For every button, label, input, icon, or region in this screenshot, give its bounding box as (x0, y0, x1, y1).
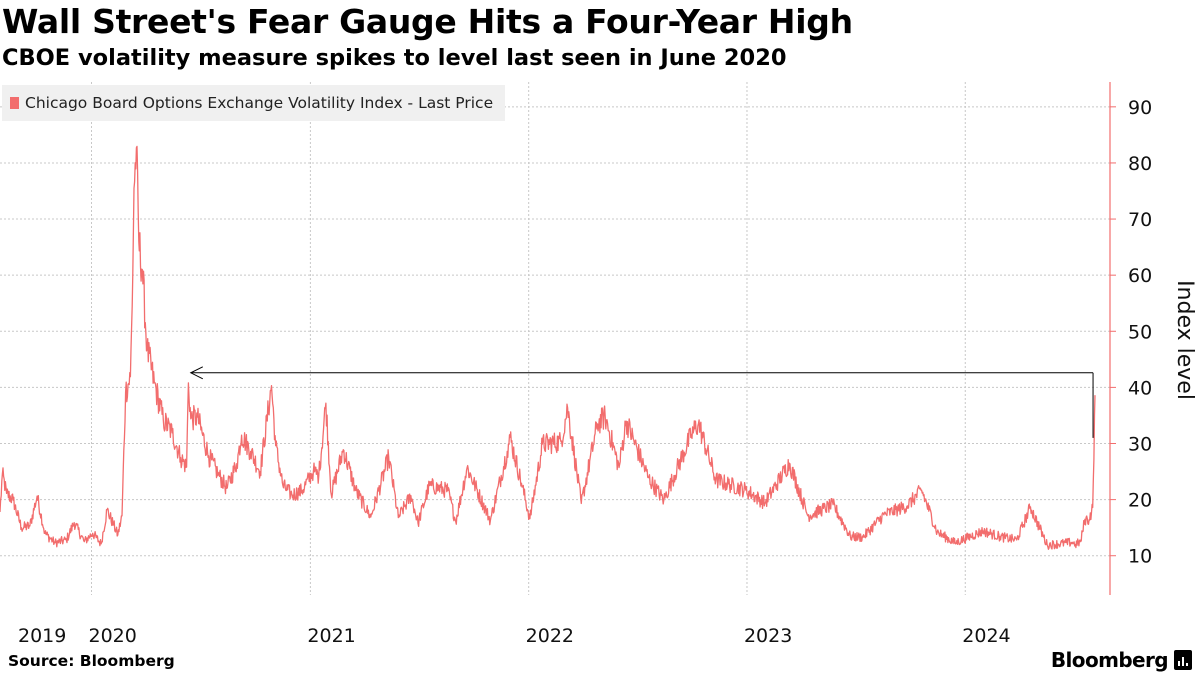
x-tick-label: 2019 (18, 625, 66, 647)
y-tick-label: 40 (1128, 377, 1152, 399)
y-axis-title: Index level (1172, 280, 1197, 400)
bar-chart-icon (1174, 650, 1192, 670)
x-tick-label: 2023 (744, 625, 792, 647)
chart-subtitle: CBOE volatility measure spikes to level … (2, 45, 787, 71)
y-tick-label: 90 (1128, 97, 1152, 119)
y-tick-label: 60 (1128, 265, 1152, 287)
vix-series-line (0, 145, 1096, 550)
x-tick-label: 2022 (526, 625, 574, 647)
legend-swatch (10, 97, 19, 109)
y-tick-label: 20 (1128, 490, 1152, 512)
legend-label: Chicago Board Options Exchange Volatilit… (25, 94, 494, 112)
chart-title: Wall Street's Fear Gauge Hits a Four-Yea… (2, 2, 853, 41)
y-tick-label: 70 (1128, 209, 1152, 231)
x-tick-label: 2020 (89, 625, 137, 647)
y-tick-label: 10 (1128, 546, 1152, 568)
source-note: Source: Bloomberg (8, 652, 175, 670)
chart-legend: Chicago Board Options Exchange Volatilit… (2, 85, 506, 121)
x-tick-label: 2021 (307, 625, 355, 647)
bloomberg-logo: Bloomberg (1050, 648, 1169, 672)
x-tick-label: 2024 (962, 625, 1010, 647)
y-tick-label: 30 (1128, 434, 1152, 456)
y-tick-label: 50 (1128, 321, 1152, 343)
arrow-head (189, 366, 204, 380)
y-tick-label: 80 (1128, 153, 1152, 175)
